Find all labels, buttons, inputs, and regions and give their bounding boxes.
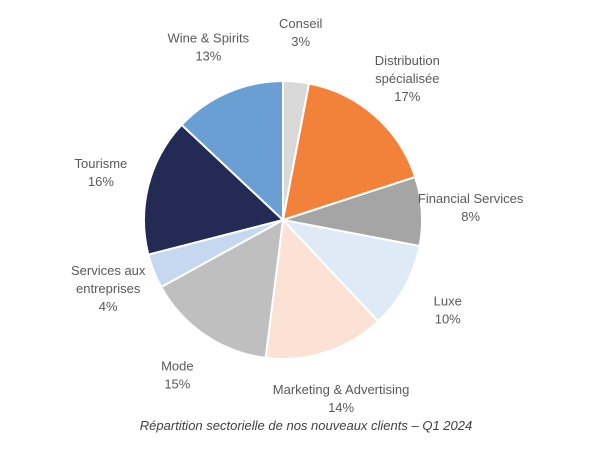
slice-label-text: Services aux	[71, 263, 146, 278]
slice-percent-label: 8%	[461, 209, 480, 224]
slice-percent-label: 15%	[164, 376, 190, 391]
slice-label-marketing-advertising: Marketing & Advertising 14%	[273, 382, 410, 415]
pie-slice-mode	[159, 218, 285, 360]
slice-label-mode: Mode 15%	[161, 358, 194, 391]
slice-label-text: Financial Services	[418, 191, 524, 206]
slice-label-distribution-specialisee: Distribution spécialisée 17%	[375, 53, 440, 104]
slice-label-wine-spirits: Wine & Spirits 13%	[168, 30, 250, 63]
slice-labels: Conseil 3% Distribution spécialisée 17% Finan…	[71, 16, 524, 415]
slice-label-tourisme: Tourisme 16%	[75, 156, 128, 189]
slice-label-financial-services: Financial Services 8%	[418, 191, 524, 224]
slice-percent-label: 13%	[195, 48, 221, 63]
slice-label-text: entreprises	[76, 281, 141, 296]
slice-label-text: Distribution	[375, 53, 440, 68]
slice-percent-label: 4%	[99, 299, 118, 314]
slice-label-services-aux-entreprises: Services aux entreprises 4%	[71, 263, 146, 314]
slice-percent-label: 16%	[88, 174, 114, 189]
pie-slice-tourisme	[143, 123, 286, 256]
slice-label-conseil: Conseil 3%	[279, 16, 322, 49]
pie-slice-distribution-specialisee	[281, 82, 417, 222]
slice-percent-label: 10%	[435, 312, 461, 327]
slice-label-text: Wine & Spirits	[168, 30, 250, 45]
slice-percent-label: 3%	[291, 34, 310, 49]
slice-label-text: Tourisme	[75, 156, 128, 171]
slice-label-text: Luxe	[434, 294, 462, 309]
pie-slice-marketing-advertising	[264, 217, 380, 360]
slice-label-text: Marketing & Advertising	[273, 382, 410, 397]
chart-caption: Répartition sectorielle de nos nouveaux …	[140, 418, 472, 433]
slice-percent-label: 14%	[328, 400, 354, 415]
pie-slice-luxe	[280, 218, 421, 323]
pie-slice-wine-spirits	[180, 79, 284, 223]
slice-percent-label: 17%	[394, 89, 420, 104]
slice-label-luxe: Luxe 10%	[434, 294, 462, 327]
slice-label-text: Conseil	[279, 16, 322, 31]
slice-label-text: spécialisée	[375, 71, 439, 86]
slice-label-text: Mode	[161, 358, 194, 373]
pie-slices	[143, 79, 423, 360]
